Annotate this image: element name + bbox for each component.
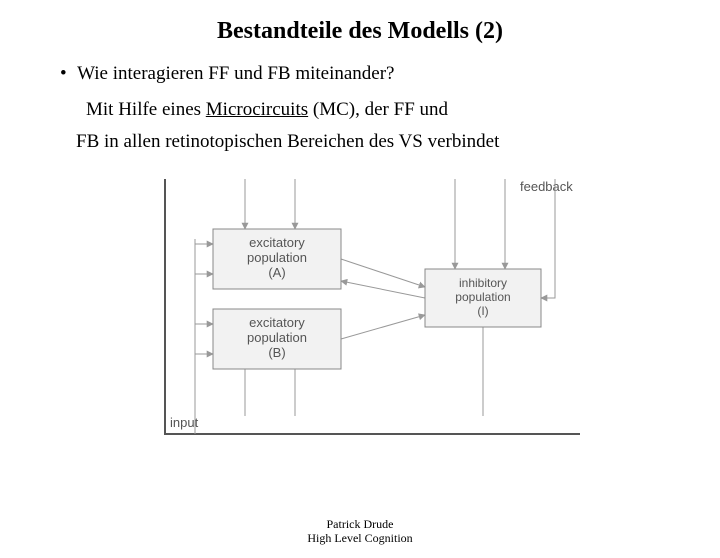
body-line-2: FB in allen retinotopischen Bereichen de… [76, 131, 720, 153]
svg-text:feedback: feedback [520, 179, 573, 194]
bullet-text-lead: Wie [77, 63, 108, 84]
svg-text:excitatory: excitatory [249, 235, 305, 250]
footer-author: Patrick Drude [0, 518, 720, 532]
line1-b: Hilfe eines [113, 99, 205, 120]
microcircuit-diagram: feedbackinputexcitatorypopulation(A)exci… [125, 169, 595, 449]
footer: Patrick Drude High Level Cognition [0, 518, 720, 546]
svg-text:population: population [247, 250, 307, 265]
line1-a: Mit [86, 99, 113, 120]
svg-text:(B): (B) [268, 345, 285, 360]
diagram-svg: feedbackinputexcitatorypopulation(A)exci… [125, 169, 595, 449]
bullet-text-rest: interagieren FF und FB miteinander? [108, 63, 395, 84]
svg-text:(I): (I) [477, 304, 488, 318]
svg-text:inhibitory: inhibitory [459, 276, 507, 290]
svg-text:population: population [247, 330, 307, 345]
line1-underline: Microcircuits [206, 99, 308, 120]
svg-text:(A): (A) [268, 265, 285, 280]
svg-text:population: population [455, 290, 510, 304]
bullet-question: • Wie interagieren FF und FB miteinander… [60, 63, 720, 85]
bullet-marker: • [60, 63, 67, 84]
body-line-1: Mit Hilfe eines Microcircuits (MC), der … [86, 99, 720, 121]
page-title: Bestandteile des Modells (2) [0, 18, 720, 45]
line1-c: (MC), der FF und [308, 99, 448, 120]
footer-course: High Level Cognition [0, 532, 720, 546]
svg-text:input: input [170, 415, 199, 430]
svg-text:excitatory: excitatory [249, 315, 305, 330]
